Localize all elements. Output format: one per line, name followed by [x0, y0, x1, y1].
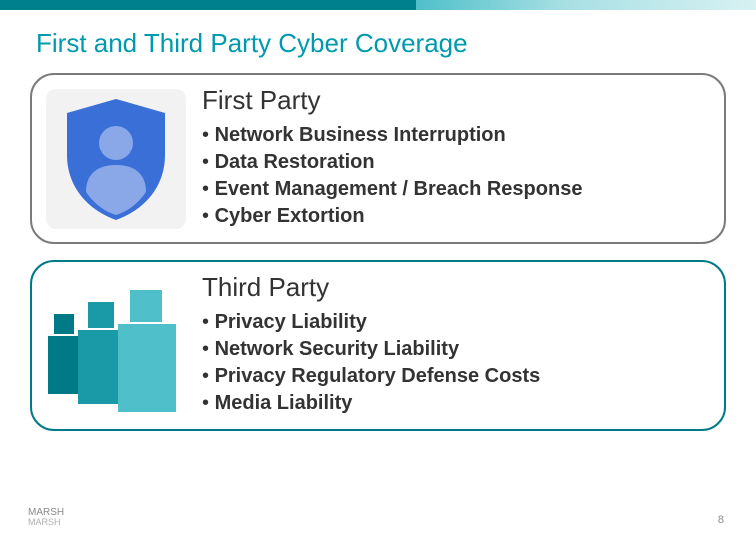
- list-item: Data Restoration: [202, 149, 708, 176]
- third-party-list: Privacy Liability Network Security Liabi…: [202, 309, 708, 417]
- list-item: Network Security Liability: [202, 336, 708, 363]
- slide-title: First and Third Party Cyber Coverage: [0, 10, 756, 73]
- brand-label-sub: MARSH: [28, 518, 64, 528]
- list-item: Privacy Liability: [202, 309, 708, 336]
- list-item: Privacy Regulatory Defense Costs: [202, 363, 708, 390]
- first-party-list: Network Business Interruption Data Resto…: [202, 122, 708, 230]
- footer-brand: MARSH MARSH: [28, 507, 64, 528]
- shield-user-icon: [46, 89, 186, 229]
- card-heading: Third Party: [202, 272, 708, 303]
- list-item: Media Liability: [202, 390, 708, 417]
- first-party-card: First Party Network Business Interruptio…: [30, 73, 726, 244]
- third-party-card: Third Party Privacy Liability Network Se…: [30, 260, 726, 431]
- header-accent-bar: [0, 0, 756, 10]
- page-number: 8: [718, 514, 724, 526]
- card-heading: First Party: [202, 85, 708, 116]
- list-item: Network Business Interruption: [202, 122, 708, 149]
- people-group-icon: [46, 276, 186, 416]
- list-item: Cyber Extortion: [202, 203, 708, 230]
- list-item: Event Management / Breach Response: [202, 176, 708, 203]
